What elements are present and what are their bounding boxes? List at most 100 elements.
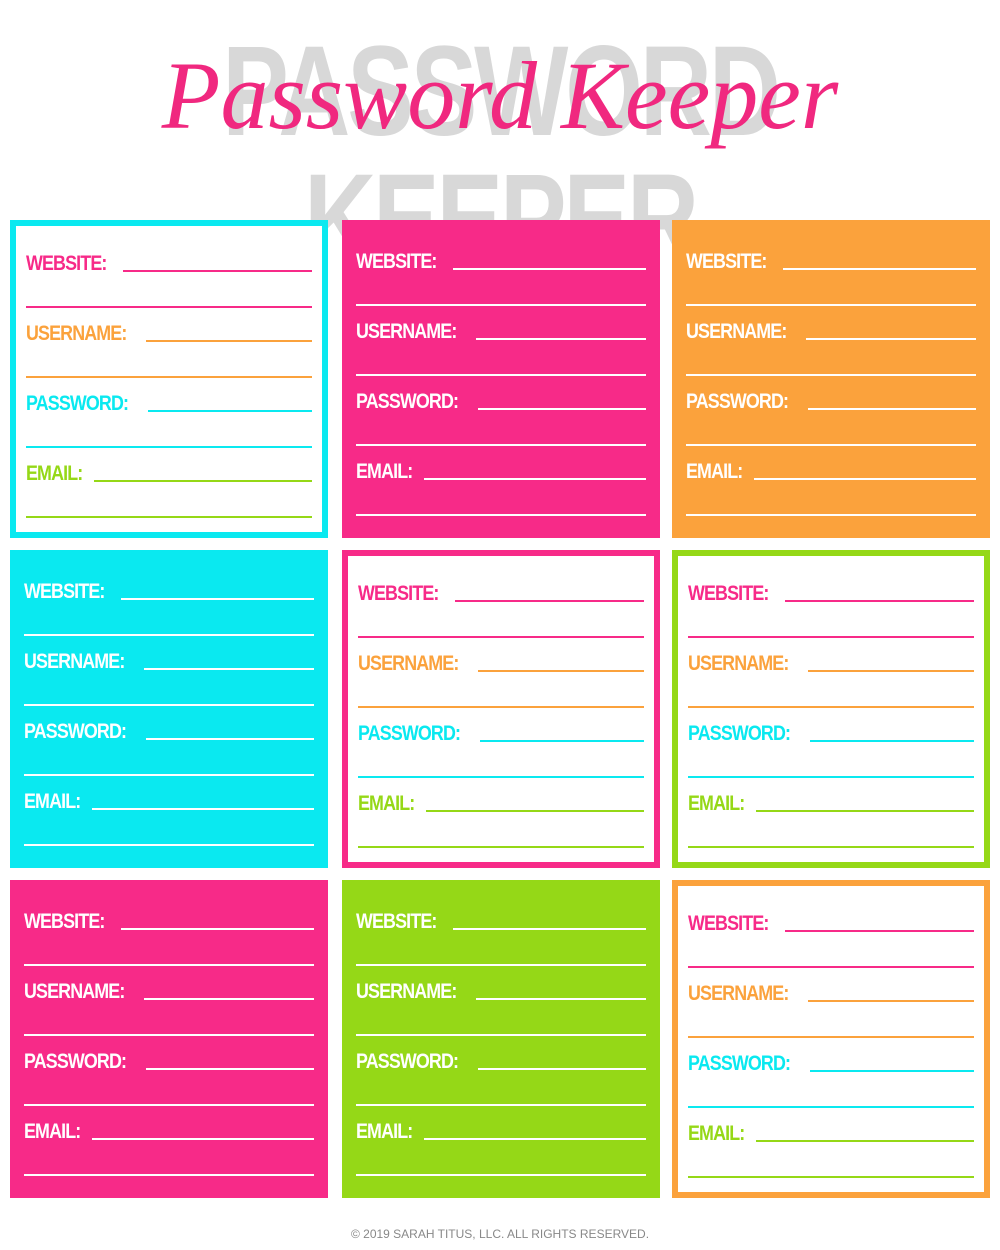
write-line	[454, 600, 644, 602]
field-label: USERNAME:	[356, 980, 457, 1003]
field-row: PASSWORD:	[688, 706, 974, 746]
field: USERNAME:	[24, 964, 314, 1036]
write-line	[148, 410, 312, 412]
write-line	[122, 270, 312, 272]
write-line	[424, 478, 646, 480]
write-line	[26, 306, 312, 308]
write-line	[478, 408, 646, 410]
field-row: WEBSITE:	[24, 894, 314, 934]
field: USERNAME:	[686, 304, 976, 376]
field-row: WEBSITE:	[24, 564, 314, 604]
write-line	[24, 964, 314, 966]
write-line	[810, 1070, 974, 1072]
field: PASSWORD:	[24, 1034, 314, 1106]
write-line	[146, 738, 314, 740]
field-label: WEBSITE:	[358, 582, 439, 605]
write-line	[356, 374, 646, 376]
field: EMAIL:	[356, 444, 646, 516]
write-line	[688, 636, 974, 638]
write-line	[686, 374, 976, 376]
field-label: PASSWORD:	[688, 722, 791, 745]
field-row: PASSWORD:	[356, 374, 646, 414]
write-line	[476, 338, 646, 340]
write-line	[784, 930, 974, 932]
field-row: WEBSITE:	[688, 896, 974, 936]
write-line	[356, 514, 646, 516]
field: WEBSITE:	[24, 894, 314, 966]
field-label: PASSWORD:	[24, 720, 127, 743]
field-row: WEBSITE:	[358, 566, 644, 606]
field: EMAIL:	[358, 776, 644, 848]
field-label: EMAIL:	[356, 1120, 413, 1143]
field-row: PASSWORD:	[356, 1034, 646, 1074]
write-line	[94, 480, 312, 482]
write-line	[356, 1104, 646, 1106]
password-card: WEBSITE: USERNAME: PASSWORD: EMAIL:	[342, 220, 660, 538]
write-line	[358, 776, 644, 778]
field-row: EMAIL:	[356, 444, 646, 484]
write-line	[92, 1138, 314, 1140]
write-line	[146, 1068, 314, 1070]
write-line	[808, 1000, 974, 1002]
password-card: WEBSITE: USERNAME: PASSWORD: EMAIL:	[342, 880, 660, 1198]
field: EMAIL:	[24, 1104, 314, 1176]
field-row: PASSWORD:	[686, 374, 976, 414]
field-label: EMAIL:	[688, 1122, 745, 1145]
field: PASSWORD:	[688, 1036, 974, 1108]
background-title: PASSWORD KEEPER	[222, 20, 781, 284]
field-row: PASSWORD:	[688, 1036, 974, 1076]
write-line	[480, 740, 644, 742]
title: Password Keeper	[161, 42, 839, 149]
field-label: PASSWORD:	[688, 1052, 791, 1075]
field: PASSWORD:	[356, 374, 646, 446]
field-row: USERNAME:	[688, 966, 974, 1006]
field: WEBSITE:	[24, 564, 314, 636]
write-line	[810, 740, 974, 742]
write-line	[688, 776, 974, 778]
write-line	[478, 670, 644, 672]
password-card: WEBSITE: USERNAME: PASSWORD: EMAIL:	[10, 880, 328, 1198]
field-row: WEBSITE:	[26, 236, 312, 276]
field: EMAIL:	[688, 776, 974, 848]
field: EMAIL:	[688, 1106, 974, 1178]
field-label: USERNAME:	[24, 650, 125, 673]
field: WEBSITE:	[688, 566, 974, 638]
field-label: EMAIL:	[26, 462, 83, 485]
field-row: USERNAME:	[24, 634, 314, 674]
field-label: USERNAME:	[358, 652, 459, 675]
write-line	[808, 670, 974, 672]
password-card: WEBSITE: USERNAME: PASSWORD: EMAIL:	[10, 550, 328, 868]
password-card: WEBSITE: USERNAME: PASSWORD: EMAIL:	[342, 550, 660, 868]
field-row: WEBSITE:	[356, 234, 646, 274]
field: PASSWORD:	[26, 376, 312, 448]
field-label: WEBSITE:	[24, 910, 105, 933]
write-line	[688, 1176, 974, 1178]
write-line	[26, 376, 312, 378]
write-line	[686, 444, 976, 446]
field-label: EMAIL:	[24, 790, 81, 813]
field: PASSWORD:	[24, 704, 314, 776]
field: USERNAME:	[26, 306, 312, 378]
field-label: USERNAME:	[686, 320, 787, 343]
write-line	[784, 600, 974, 602]
field-label: USERNAME:	[688, 652, 789, 675]
field: EMAIL:	[356, 1104, 646, 1176]
field-row: USERNAME:	[688, 636, 974, 676]
field: USERNAME:	[24, 634, 314, 706]
field: WEBSITE:	[26, 236, 312, 308]
field-label: USERNAME:	[688, 982, 789, 1005]
field-row: WEBSITE:	[688, 566, 974, 606]
write-line	[358, 636, 644, 638]
field-row: USERNAME:	[24, 964, 314, 1004]
write-line	[756, 1140, 974, 1142]
field-row: EMAIL:	[358, 776, 644, 816]
field: WEBSITE:	[356, 894, 646, 966]
write-line	[24, 844, 314, 846]
field-label: EMAIL:	[686, 460, 743, 483]
write-line	[26, 516, 312, 518]
field: WEBSITE:	[358, 566, 644, 638]
field-label: WEBSITE:	[688, 582, 769, 605]
field-label: USERNAME:	[24, 980, 125, 1003]
field: USERNAME:	[358, 636, 644, 708]
write-line	[24, 1174, 314, 1176]
